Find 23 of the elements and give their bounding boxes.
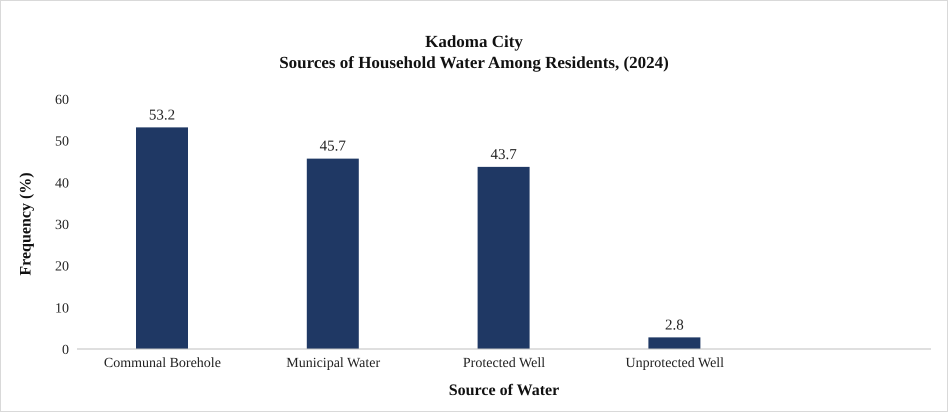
data-label: 2.8	[665, 317, 684, 334]
bar	[306, 158, 359, 349]
chart-subtitle: Sources of Household Water Among Residents, (2024)	[278, 52, 670, 73]
data-label: 45.7	[320, 138, 346, 155]
data-label: 43.7	[490, 146, 518, 163]
y-tick-label: 30	[55, 218, 69, 233]
x-tick-label: Municipal Water	[286, 356, 380, 371]
y-tick-label: 10	[55, 301, 69, 316]
bar	[136, 127, 188, 349]
y-tick-label: 0	[62, 342, 69, 358]
y-axis-title: Frequency (%)	[18, 172, 35, 276]
chart-title: Kadoma City	[424, 31, 524, 52]
y-tick-label: 20	[55, 260, 69, 275]
x-tick-label: Protected Well	[462, 356, 546, 371]
y-tick-label: 50	[55, 134, 69, 150]
x-tick-label: Communal Borehole	[104, 356, 221, 371]
y-tick-label: 60	[55, 92, 69, 108]
bar	[648, 337, 700, 349]
x-axis-title: Source of Water	[448, 382, 560, 399]
data-label: 53.2	[148, 107, 176, 124]
x-tick-label: Unprotected Well	[626, 356, 724, 371]
y-tick-label: 40	[55, 176, 69, 192]
bar	[478, 166, 530, 349]
